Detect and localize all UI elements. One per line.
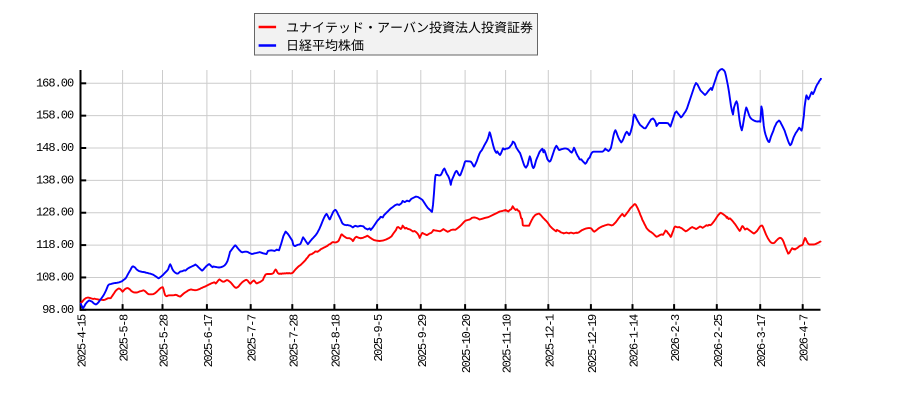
svg-text:108.00: 108.00: [36, 270, 74, 284]
svg-text:2025-5-28: 2025-5-28: [158, 314, 172, 367]
svg-text:168.00: 168.00: [36, 76, 74, 90]
svg-text:2026-1-14: 2026-1-14: [628, 314, 642, 367]
svg-text:2026-2-3: 2026-2-3: [669, 314, 683, 362]
svg-text:118.00: 118.00: [36, 238, 74, 252]
svg-text:128.00: 128.00: [36, 206, 74, 220]
svg-text:2025-9-29: 2025-9-29: [416, 314, 430, 367]
svg-text:2025-6-17: 2025-6-17: [202, 314, 216, 367]
svg-text:2025-7-7: 2025-7-7: [246, 314, 260, 362]
svg-text:2025-10-20: 2025-10-20: [460, 314, 474, 373]
svg-text:158.00: 158.00: [36, 109, 74, 123]
svg-text:2025-4-15: 2025-4-15: [76, 314, 90, 367]
svg-text:98.00: 98.00: [42, 303, 74, 317]
svg-text:2025-5-8: 2025-5-8: [118, 314, 132, 362]
svg-text:2025-9-5: 2025-9-5: [372, 314, 386, 362]
svg-text:2025-12-19: 2025-12-19: [586, 314, 600, 373]
svg-text:2026-4-7: 2026-4-7: [798, 314, 812, 362]
svg-text:2026-3-17: 2026-3-17: [755, 314, 769, 367]
svg-text:2025-12-1: 2025-12-1: [543, 314, 557, 367]
svg-text:2026-2-25: 2026-2-25: [712, 314, 726, 367]
svg-text:148.00: 148.00: [36, 141, 74, 155]
svg-text:138.00: 138.00: [36, 173, 74, 187]
svg-text:2025-7-28: 2025-7-28: [287, 314, 301, 367]
svg-text:2025-8-18: 2025-8-18: [329, 314, 343, 367]
svg-text:2025-11-10: 2025-11-10: [501, 314, 515, 373]
